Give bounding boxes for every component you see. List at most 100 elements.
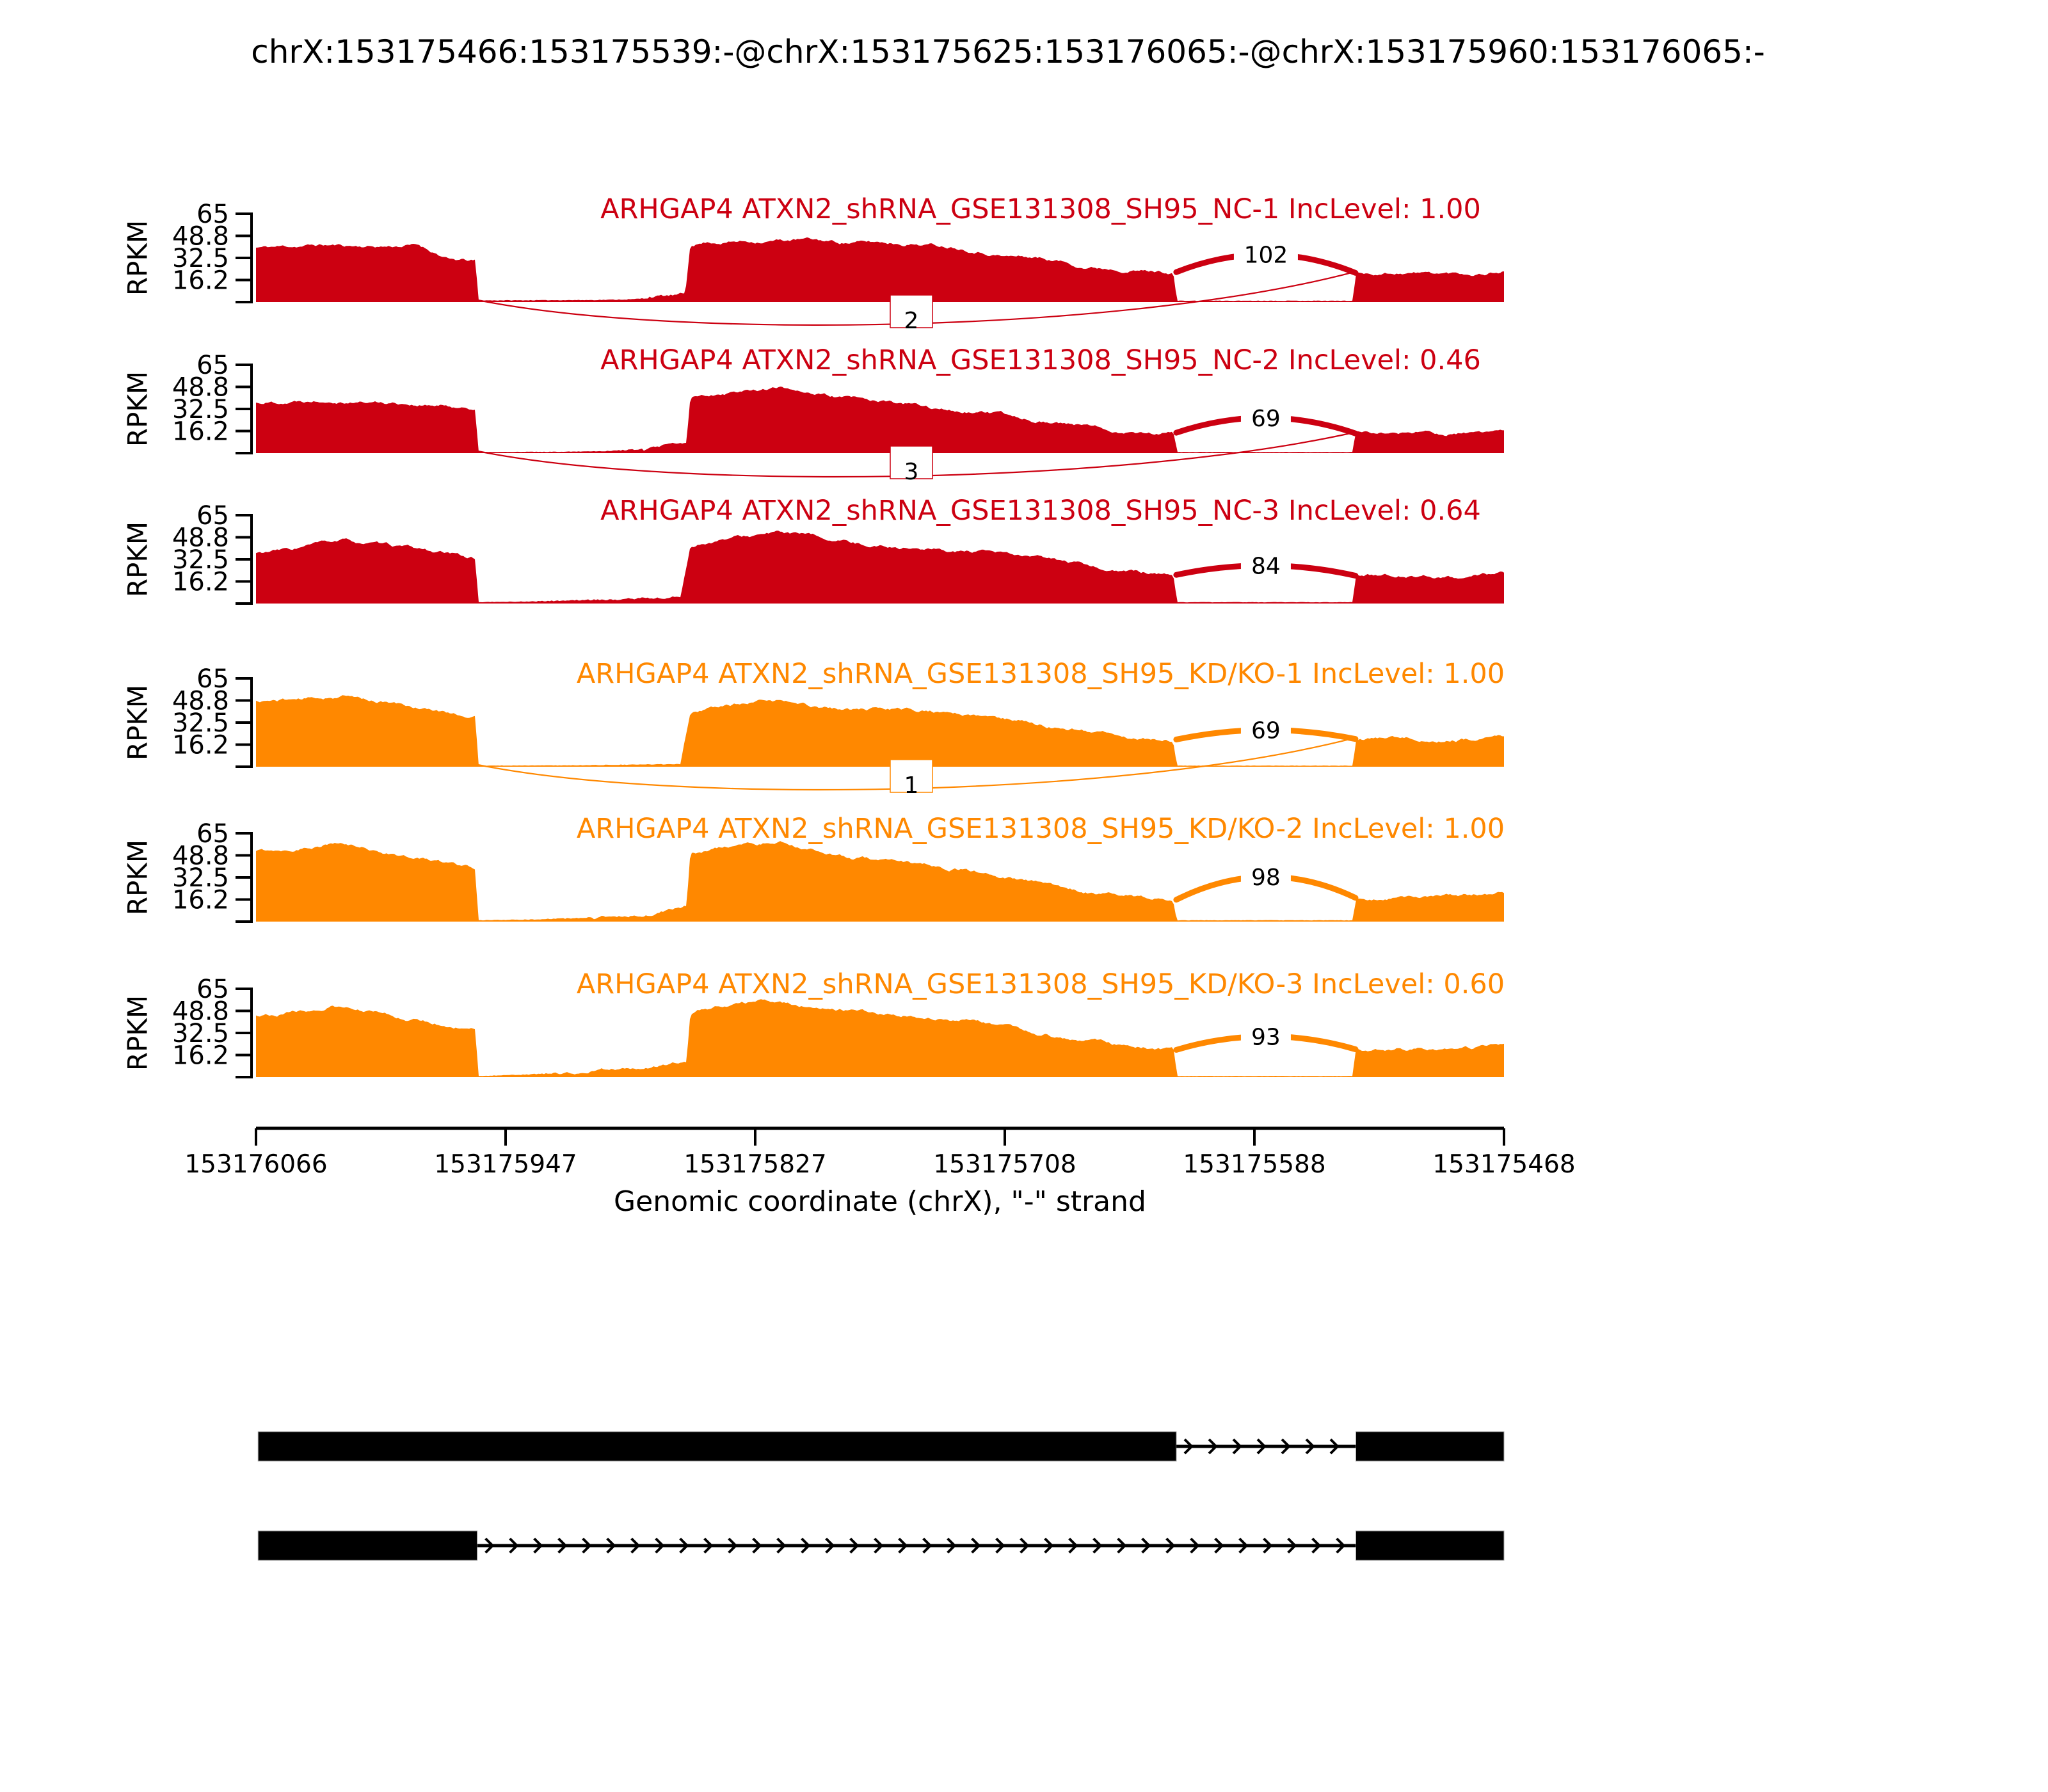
track-title: ARHGAP4 ATXN2_shRNA_GSE131308_SH95_NC-1 … <box>600 193 1481 225</box>
coverage-area <box>256 695 1504 767</box>
strand-direction-arrow-icon <box>1165 1537 1176 1554</box>
x-tick-label: 153176066 <box>184 1150 327 1179</box>
strand-direction-arrow-icon <box>728 1537 738 1554</box>
junction-count-box <box>890 445 933 479</box>
strand-direction-arrow-icon <box>484 1537 495 1554</box>
coverage-area <box>256 237 1504 302</box>
track-title: ARHGAP4 ATXN2_shRNA_GSE131308_SH95_KD/KO… <box>577 968 1505 1000</box>
strand-direction-arrow-icon <box>703 1537 714 1554</box>
x-tick-label: 153175827 <box>684 1150 826 1179</box>
strand-direction-arrow-icon <box>655 1537 665 1554</box>
strand-direction-arrow-icon <box>606 1537 616 1554</box>
strand-direction-arrow-icon <box>1092 1537 1103 1554</box>
strand-direction-arrow-icon <box>1311 1537 1322 1554</box>
strand-direction-arrow-icon <box>1305 1438 1315 1455</box>
junction-count-box <box>1240 549 1291 582</box>
strand-direction-arrow-icon <box>947 1537 957 1554</box>
x-tick-label: 153175947 <box>434 1150 577 1179</box>
y-tick-label: 48.8 <box>172 524 229 553</box>
strand-direction-arrow-icon <box>1208 1438 1218 1455</box>
strand-direction-arrow-icon <box>1020 1537 1030 1554</box>
y-tick-label: 65 <box>196 975 229 1004</box>
y-tick-label: 16.2 <box>172 886 229 915</box>
junction-count-inclusion: 69 <box>1251 406 1281 432</box>
strand-direction-arrow-icon <box>825 1537 835 1554</box>
y-tick-label: 32.5 <box>172 244 229 273</box>
strand-direction-arrow-icon <box>1263 1537 1273 1554</box>
junction-count-inclusion: 93 <box>1251 1024 1281 1050</box>
y-tick-label: 65 <box>196 819 229 849</box>
y-tick-label: 65 <box>196 664 229 694</box>
y-tick-label: 16.2 <box>172 1041 229 1071</box>
junction-count-box <box>1240 401 1291 434</box>
strand-direction-arrow-icon <box>679 1537 689 1554</box>
x-tick-label: 153175708 <box>933 1150 1076 1179</box>
junction-count-box <box>1233 238 1298 271</box>
junction-count-inclusion: 69 <box>1251 718 1281 744</box>
coverage-area <box>256 999 1504 1077</box>
y-tick-label: 16.2 <box>172 568 229 597</box>
junction-count-box <box>890 294 933 328</box>
strand-direction-arrow-icon <box>776 1537 787 1554</box>
y-tick-label: 48.8 <box>172 373 229 403</box>
strand-direction-arrow-icon <box>630 1537 641 1554</box>
coverage-area <box>256 531 1504 604</box>
y-tick-label: 65 <box>196 501 229 531</box>
strand-direction-arrow-icon <box>1214 1537 1224 1554</box>
junction-count-inclusion: 102 <box>1244 243 1288 269</box>
junction-count-inclusion: 84 <box>1251 554 1281 580</box>
y-axis-title: RPKM <box>122 371 154 447</box>
y-tick-label: 48.8 <box>172 997 229 1027</box>
strand-direction-arrow-icon <box>557 1537 568 1554</box>
track-title: ARHGAP4 ATXN2_shRNA_GSE131308_SH95_KD/KO… <box>577 658 1505 690</box>
y-tick-label: 48.8 <box>172 222 229 252</box>
y-tick-label: 32.5 <box>172 545 229 575</box>
strand-direction-arrow-icon <box>1190 1537 1200 1554</box>
strand-direction-arrow-icon <box>1336 1537 1346 1554</box>
strand-direction-arrow-icon <box>1329 1438 1340 1455</box>
strand-direction-arrow-icon <box>509 1537 519 1554</box>
x-tick-label: 153175588 <box>1183 1150 1325 1179</box>
y-tick-label: 32.5 <box>172 863 229 893</box>
strand-direction-arrow-icon <box>995 1537 1005 1554</box>
figure-title: chrX:153175466:153175539:-@chrX:15317562… <box>251 33 1765 70</box>
y-tick-label: 48.8 <box>172 687 229 716</box>
junction-count-skipping: 1 <box>904 772 919 799</box>
y-tick-label: 65 <box>196 200 229 229</box>
y-tick-label: 16.2 <box>172 417 229 447</box>
strand-direction-arrow-icon <box>922 1537 932 1554</box>
strand-direction-arrow-icon <box>533 1537 543 1554</box>
junction-count-inclusion: 98 <box>1251 865 1281 891</box>
y-axis-title: RPKM <box>122 685 154 760</box>
strand-direction-arrow-icon <box>1287 1537 1297 1554</box>
junction-count-box <box>1240 860 1291 893</box>
y-axis-title: RPKM <box>122 995 154 1071</box>
track-title: ARHGAP4 ATXN2_shRNA_GSE131308_SH95_NC-3 … <box>600 495 1481 527</box>
strand-direction-arrow-icon <box>971 1537 981 1554</box>
strand-direction-arrow-icon <box>1141 1537 1151 1554</box>
x-axis-label: Genomic coordinate (chrX), "-" strand <box>614 1185 1146 1218</box>
strand-direction-arrow-icon <box>1044 1537 1054 1554</box>
y-tick-label: 32.5 <box>172 1019 229 1048</box>
track-title: ARHGAP4 ATXN2_shRNA_GSE131308_SH95_NC-2 … <box>600 344 1481 376</box>
transcript-exon <box>1355 1431 1505 1462</box>
junction-count-box <box>890 759 933 793</box>
junction-count-skipping: 3 <box>904 459 919 485</box>
y-tick-label: 16.2 <box>172 731 229 760</box>
junction-count-skipping: 2 <box>904 308 919 334</box>
y-axis-title: RPKM <box>122 220 154 296</box>
strand-direction-arrow-icon <box>801 1537 811 1554</box>
strand-direction-arrow-icon <box>582 1537 592 1554</box>
coverage-area <box>256 387 1504 453</box>
transcript-exon <box>1355 1530 1505 1561</box>
y-axis-title: RPKM <box>122 840 154 915</box>
x-tick-label: 153175468 <box>1432 1150 1575 1179</box>
strand-direction-arrow-icon <box>1256 1438 1267 1455</box>
strand-direction-arrow-icon <box>1183 1438 1194 1455</box>
strand-direction-arrow-icon <box>1117 1537 1127 1554</box>
coverage-area <box>256 841 1504 922</box>
strand-direction-arrow-icon <box>874 1537 884 1554</box>
junction-count-box <box>1240 714 1291 746</box>
